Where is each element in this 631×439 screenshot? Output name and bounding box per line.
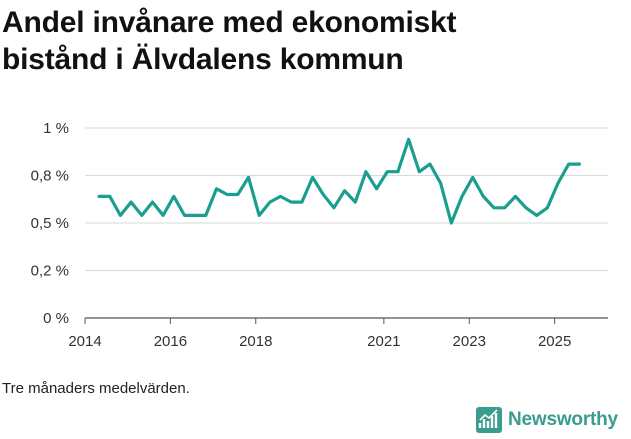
data-point[interactable] (418, 170, 421, 173)
chart-title-line-1: Andel invånare med ekonomiskt (2, 6, 457, 39)
series-line (97, 137, 581, 225)
data-point[interactable] (172, 195, 175, 198)
data-point[interactable] (194, 214, 197, 217)
data-point[interactable] (471, 176, 474, 179)
data-point[interactable] (461, 195, 464, 198)
x-axis-ticks: 2014 2016 2018 2021 2023 2025 (68, 318, 571, 350)
data-point[interactable] (279, 195, 282, 198)
brand-name: Newsworthy (508, 409, 618, 430)
data-point[interactable] (578, 163, 581, 166)
data-point[interactable] (162, 214, 165, 217)
data-point[interactable] (108, 195, 111, 198)
data-point[interactable] (450, 222, 453, 225)
x-tick-label: 2025 (538, 333, 571, 350)
bar-chart-logo-icon (476, 407, 502, 433)
y-tick-label: 0,8 % (31, 168, 69, 185)
data-point[interactable] (322, 193, 325, 196)
x-tick-label: 2023 (453, 333, 486, 350)
chart-title: Andel invånare med ekonomiskt bistånd i … (2, 4, 622, 78)
gridlines (85, 127, 608, 319)
brand-logo[interactable]: Newsworthy (476, 407, 618, 433)
data-point[interactable] (407, 138, 410, 141)
data-point[interactable] (354, 201, 357, 204)
data-point[interactable] (482, 195, 485, 198)
y-tick-label: 0,5 % (31, 215, 69, 232)
data-point[interactable] (151, 201, 154, 204)
data-point[interactable] (130, 201, 133, 204)
data-point[interactable] (493, 206, 496, 209)
data-point[interactable] (514, 195, 517, 198)
footnote: Tre månaders medelvärden. (2, 380, 190, 397)
y-tick-label: 0,2 % (31, 263, 69, 280)
data-point[interactable] (525, 206, 528, 209)
data-point[interactable] (343, 189, 346, 192)
data-point[interactable] (546, 206, 549, 209)
data-point[interactable] (365, 170, 368, 173)
x-tick-label: 2016 (154, 333, 187, 350)
data-point[interactable] (290, 201, 293, 204)
data-point[interactable] (567, 163, 570, 166)
x-tick-label: 2014 (68, 333, 101, 350)
data-point[interactable] (439, 182, 442, 185)
data-point[interactable] (535, 214, 538, 217)
data-point[interactable] (311, 176, 314, 179)
data-point[interactable] (386, 170, 389, 173)
data-point[interactable] (429, 163, 432, 166)
data-point[interactable] (557, 182, 560, 185)
data-point[interactable] (397, 170, 400, 173)
series-layer (97, 137, 581, 225)
chart-title-line-2: bistånd i Älvdalens kommun (2, 43, 404, 76)
data-point[interactable] (269, 201, 272, 204)
data-point[interactable] (375, 187, 378, 190)
data-point[interactable] (226, 193, 229, 196)
x-tick-label: 2021 (367, 333, 400, 350)
data-point[interactable] (140, 214, 143, 217)
y-tick-label: 1 % (43, 120, 69, 137)
data-point[interactable] (119, 214, 122, 217)
data-point[interactable] (204, 214, 207, 217)
data-point[interactable] (503, 206, 506, 209)
data-point[interactable] (236, 193, 239, 196)
data-point[interactable] (98, 195, 101, 198)
y-tick-label: 0 % (43, 310, 69, 327)
y-axis-ticks: 0 % 0,2 % 0,5 % 0,8 % 1 % (31, 120, 69, 327)
data-point[interactable] (183, 214, 186, 217)
data-point[interactable] (215, 187, 218, 190)
data-point[interactable] (258, 214, 261, 217)
data-point[interactable] (333, 206, 336, 209)
x-tick-label: 2018 (239, 333, 272, 350)
data-point[interactable] (247, 176, 250, 179)
data-point[interactable] (301, 201, 304, 204)
